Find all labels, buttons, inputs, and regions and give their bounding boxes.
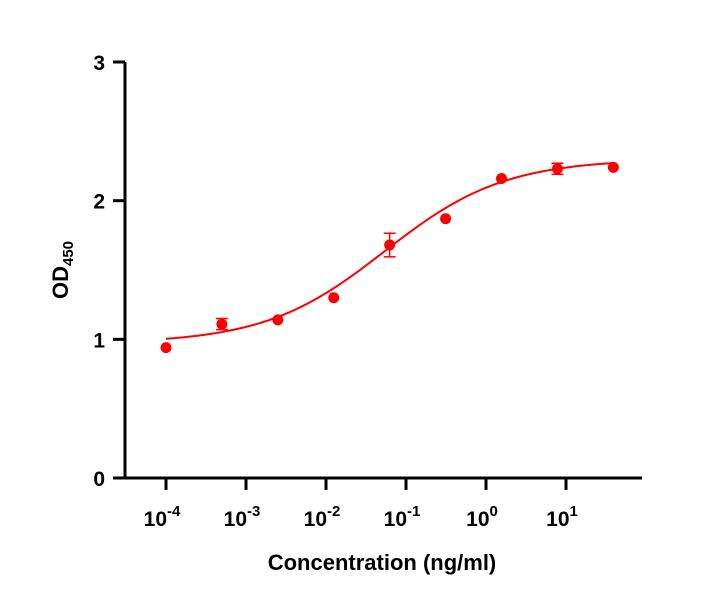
data-point: [160, 342, 172, 354]
y-tick-label: 2: [93, 191, 105, 214]
data-points: [160, 161, 619, 354]
x-tick-base: 10: [384, 508, 407, 531]
x-tick-base: 10: [224, 508, 247, 531]
y-axis-label-group: OD450: [48, 241, 77, 299]
x-tick-exponent: -4: [167, 503, 181, 520]
x-axis-label: Concentration (ng/ml): [268, 550, 497, 575]
data-point: [328, 292, 340, 304]
data-point: [272, 314, 284, 326]
data-point: [607, 161, 619, 173]
x-tick-exponent: -2: [327, 503, 340, 520]
x-tick-label: 10-3: [224, 503, 261, 531]
data-point: [551, 163, 563, 175]
x-tick-base: 10: [304, 508, 327, 531]
x-tick-base: 10: [144, 508, 167, 531]
x-tick-label: 101: [546, 503, 578, 531]
x-tick-label: 10-2: [304, 503, 341, 531]
x-tick-label: 100: [466, 503, 498, 531]
y-tick-label: 0: [93, 468, 105, 491]
data-point: [496, 172, 508, 184]
x-tick-label: 10-4: [144, 503, 181, 531]
x-tick-exponent: 0: [490, 503, 498, 520]
y-tick-label: 3: [93, 52, 105, 75]
y-axis-label-subscript: 450: [60, 241, 77, 266]
x-tick-base: 10: [466, 508, 489, 531]
x-tick-exponent: -3: [247, 503, 260, 520]
data-point: [384, 239, 396, 251]
data-point: [440, 213, 452, 225]
x-tick-exponent: 1: [570, 503, 578, 520]
y-axis-label: OD450: [48, 241, 77, 299]
y-tick-label: 1: [93, 329, 105, 352]
x-tick-label: 10-1: [384, 503, 421, 531]
x-tick-base: 10: [546, 508, 569, 531]
x-tick-exponent: -1: [407, 503, 420, 520]
data-point: [216, 318, 228, 330]
y-axis-label-main: OD: [48, 266, 73, 299]
